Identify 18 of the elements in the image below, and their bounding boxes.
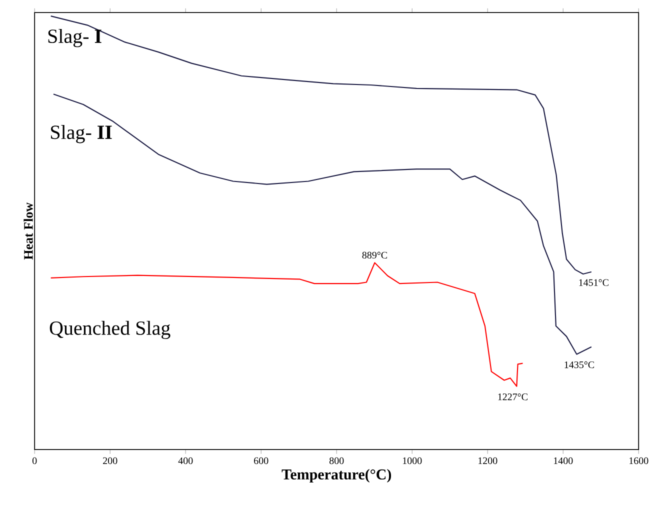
x-tick-label: 400 (178, 457, 193, 464)
x-tick-label: 600 (254, 457, 268, 464)
text: Quenched Slag (50, 320, 170, 340)
x-tick-label: 1400 (554, 457, 573, 464)
annotation: 1451°C (579, 279, 608, 286)
x-tick-label: 1600 (629, 457, 648, 464)
x-tick-label: 1200 (478, 457, 498, 464)
x-tick-label: 0 (32, 457, 37, 464)
x-tick-label: 800 (329, 457, 344, 464)
annotation: 1435°C (564, 361, 594, 368)
x-tick-label: 200 (103, 457, 118, 464)
y-axis-title: Heat Flow (24, 202, 33, 260)
series-label: Slag- I (48, 28, 102, 48)
x-axis-title: Temperature(°C) (282, 468, 392, 483)
x-tick-label: 1000 (402, 457, 422, 464)
annotation: 1227°C (498, 393, 528, 400)
series-label: Slag- II (51, 125, 112, 144)
annotation: 889°C (362, 252, 388, 259)
